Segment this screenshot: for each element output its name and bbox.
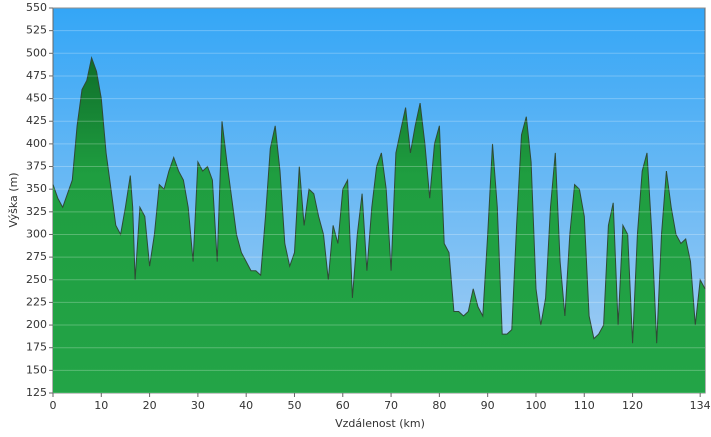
x-tick-label: 80: [432, 399, 446, 412]
x-tick-label: 134: [690, 399, 711, 412]
y-tick-label: 225: [26, 295, 47, 308]
y-tick-label: 125: [26, 386, 47, 399]
y-tick-label: 275: [26, 250, 47, 263]
x-tick-label: 90: [481, 399, 495, 412]
x-tick-label: 30: [191, 399, 205, 412]
x-tick-label: 0: [50, 399, 57, 412]
x-tick-label: 40: [239, 399, 253, 412]
x-tick-label: 110: [574, 399, 595, 412]
y-tick-label: 500: [26, 46, 47, 59]
y-tick-label: 525: [26, 24, 47, 37]
y-tick-label: 425: [26, 114, 47, 127]
x-axis-label: Vzdálenost (km): [335, 417, 425, 430]
x-tick-label: 70: [384, 399, 398, 412]
y-tick-label: 175: [26, 341, 47, 354]
y-tick-label: 200: [26, 318, 47, 331]
area-fill: [53, 57, 705, 394]
x-tick-label: 60: [336, 399, 350, 412]
x-tick-label: 50: [287, 399, 301, 412]
x-tick-label: 120: [622, 399, 643, 412]
y-tick-label: 250: [26, 273, 47, 286]
y-tick-label: 550: [26, 1, 47, 14]
y-tick-label: 450: [26, 92, 47, 105]
x-tick-label: 10: [94, 399, 108, 412]
y-tick-label: 350: [26, 182, 47, 195]
y-tick-label: 475: [26, 69, 47, 82]
y-tick-label: 375: [26, 160, 47, 173]
y-tick-label: 300: [26, 227, 47, 240]
y-tick-label: 150: [26, 363, 47, 376]
profile-line: [52, 55, 706, 344]
x-tick-label: 100: [525, 399, 546, 412]
y-axis-label: Výška (m): [7, 172, 20, 227]
y-tick-label: 325: [26, 205, 47, 218]
y-tick-label: 400: [26, 137, 47, 150]
x-tick-label: 20: [143, 399, 157, 412]
